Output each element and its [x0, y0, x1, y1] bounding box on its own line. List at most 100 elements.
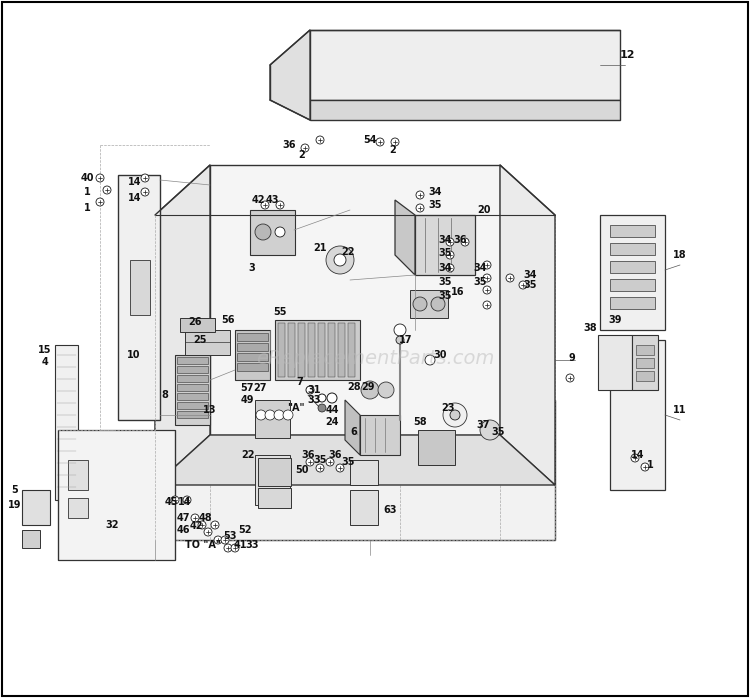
Circle shape [334, 254, 346, 266]
Text: 3: 3 [248, 263, 255, 273]
Circle shape [416, 191, 424, 199]
Circle shape [96, 174, 104, 182]
Bar [130, 260, 150, 315]
Bar [610, 261, 655, 273]
Circle shape [396, 336, 404, 344]
Bar [610, 297, 655, 309]
Text: 50: 50 [296, 465, 309, 475]
Polygon shape [185, 330, 230, 355]
Polygon shape [310, 30, 620, 100]
Circle shape [336, 464, 344, 472]
Bar [636, 345, 654, 355]
Text: 17: 17 [399, 335, 412, 345]
Text: 34: 34 [428, 187, 442, 197]
Bar [177, 384, 208, 391]
Bar [350, 490, 378, 525]
Text: 24: 24 [326, 417, 339, 427]
Polygon shape [348, 323, 355, 377]
Text: 35: 35 [473, 277, 487, 287]
Text: 35: 35 [491, 427, 505, 437]
Text: "A": "A" [287, 403, 304, 413]
Circle shape [483, 274, 491, 282]
Bar [636, 358, 654, 368]
Text: 1: 1 [646, 460, 653, 470]
Circle shape [446, 251, 454, 259]
Text: 21: 21 [314, 243, 327, 253]
Circle shape [446, 264, 454, 272]
Text: 49: 49 [240, 395, 254, 405]
Circle shape [641, 463, 649, 471]
Text: 26: 26 [188, 317, 202, 327]
Polygon shape [600, 215, 665, 330]
Text: 22: 22 [242, 450, 255, 460]
Circle shape [316, 136, 324, 144]
Text: 27: 27 [254, 383, 267, 393]
Polygon shape [338, 323, 345, 377]
Polygon shape [395, 200, 415, 275]
Circle shape [461, 238, 469, 246]
Circle shape [224, 544, 232, 552]
Bar [237, 333, 268, 341]
Circle shape [204, 528, 212, 536]
Circle shape [416, 204, 424, 212]
Text: 44: 44 [326, 405, 339, 415]
Circle shape [103, 186, 111, 194]
Polygon shape [155, 400, 555, 540]
Text: 41: 41 [233, 540, 247, 550]
Text: 14: 14 [128, 177, 142, 187]
Text: 30: 30 [433, 350, 447, 360]
Text: 1: 1 [84, 187, 90, 197]
Bar [177, 357, 208, 364]
Text: 35: 35 [428, 200, 442, 210]
Circle shape [446, 238, 454, 246]
Text: 11: 11 [674, 405, 687, 415]
Circle shape [306, 458, 314, 466]
Text: 36: 36 [328, 450, 342, 460]
Polygon shape [58, 430, 175, 560]
Bar [350, 460, 378, 485]
Bar [22, 530, 40, 548]
Text: 32: 32 [105, 520, 118, 530]
Text: 16: 16 [452, 287, 465, 297]
Text: 36: 36 [282, 140, 296, 150]
Text: 42: 42 [189, 521, 202, 531]
Bar [177, 411, 208, 418]
Circle shape [256, 410, 266, 420]
Circle shape [425, 355, 435, 365]
Text: 34: 34 [438, 263, 452, 273]
Bar [410, 290, 448, 318]
Circle shape [483, 261, 491, 269]
Text: 6: 6 [350, 427, 357, 437]
Polygon shape [55, 345, 78, 500]
Text: 35: 35 [438, 248, 452, 258]
Text: 15: 15 [38, 345, 52, 355]
Polygon shape [308, 323, 315, 377]
Circle shape [255, 224, 271, 240]
Text: 31: 31 [308, 385, 321, 395]
Circle shape [506, 274, 514, 282]
Text: 57: 57 [240, 383, 254, 393]
Polygon shape [250, 210, 295, 255]
Text: 9: 9 [568, 353, 575, 363]
Text: 42: 42 [251, 195, 265, 205]
Text: 63: 63 [383, 505, 397, 515]
Text: 14: 14 [128, 193, 142, 203]
Circle shape [96, 198, 104, 206]
Text: 13: 13 [203, 405, 217, 415]
Text: 1: 1 [84, 203, 90, 213]
Circle shape [274, 410, 284, 420]
Bar [610, 243, 655, 255]
Circle shape [301, 144, 309, 152]
Text: 35: 35 [314, 455, 327, 465]
Text: 28: 28 [347, 382, 361, 392]
Circle shape [413, 297, 427, 311]
Text: 56: 56 [221, 315, 235, 325]
Text: eReplacementParts.com: eReplacementParts.com [256, 348, 494, 368]
Text: 36: 36 [453, 235, 466, 245]
Text: 12: 12 [620, 50, 634, 60]
Circle shape [394, 324, 406, 336]
Text: 20: 20 [477, 205, 490, 215]
Bar [237, 343, 268, 351]
Bar [22, 490, 50, 525]
Polygon shape [175, 355, 210, 425]
